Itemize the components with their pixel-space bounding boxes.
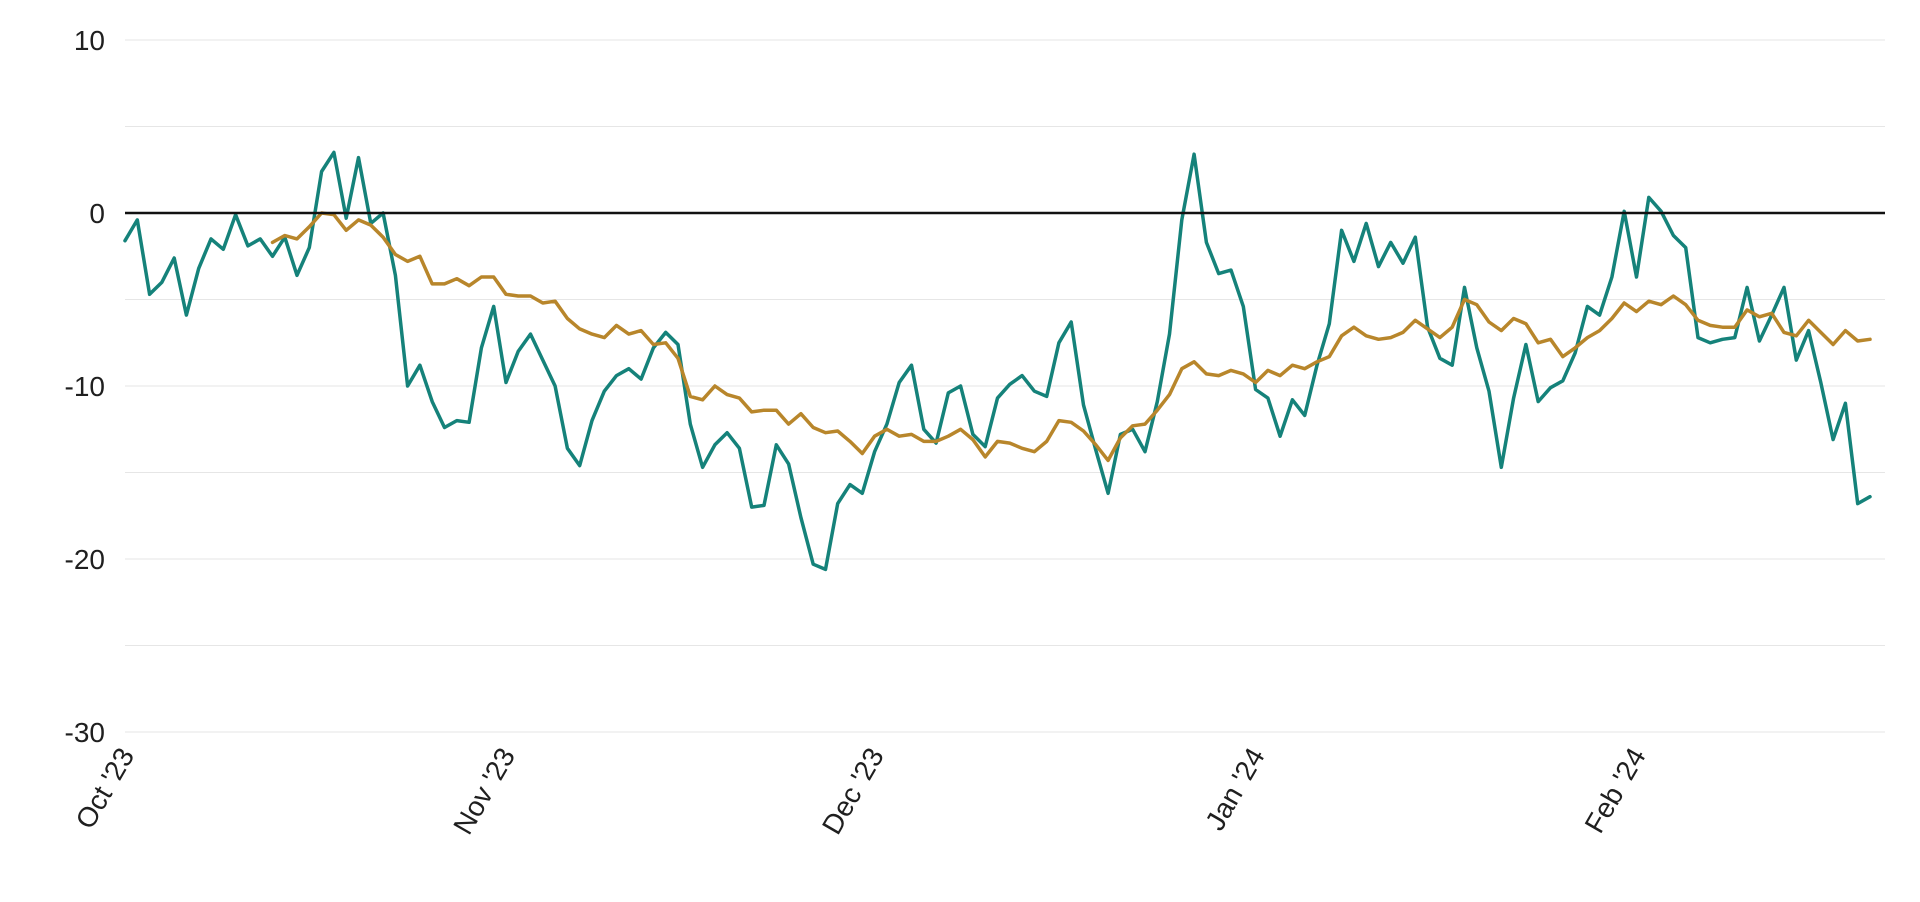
x-tick-label: Dec '23 (816, 743, 890, 840)
x-axis-tick-labels: Oct '23 Nov '23 Dec '23 Jan '24 Feb '24 (69, 743, 1651, 840)
x-tick-label: Nov '23 (447, 743, 521, 840)
x-tick-label: Jan '24 (1199, 743, 1271, 836)
x-tick-label: Feb '24 (1579, 743, 1652, 839)
series-line-2 (270, 211, 1872, 463)
y-tick-label: -20 (65, 544, 105, 575)
y-tick-label: -30 (65, 717, 105, 748)
y-tick-label: 0 (89, 198, 105, 229)
y-axis-tick-labels: 10 0 -10 -20 -30 (65, 25, 105, 748)
gridlines (125, 39, 1885, 733)
series-lines (123, 150, 1872, 572)
series-line-1 (123, 150, 1872, 572)
y-tick-label: 10 (74, 25, 105, 56)
y-tick-label: -10 (65, 371, 105, 402)
x-tick-label: Oct '23 (69, 743, 140, 835)
